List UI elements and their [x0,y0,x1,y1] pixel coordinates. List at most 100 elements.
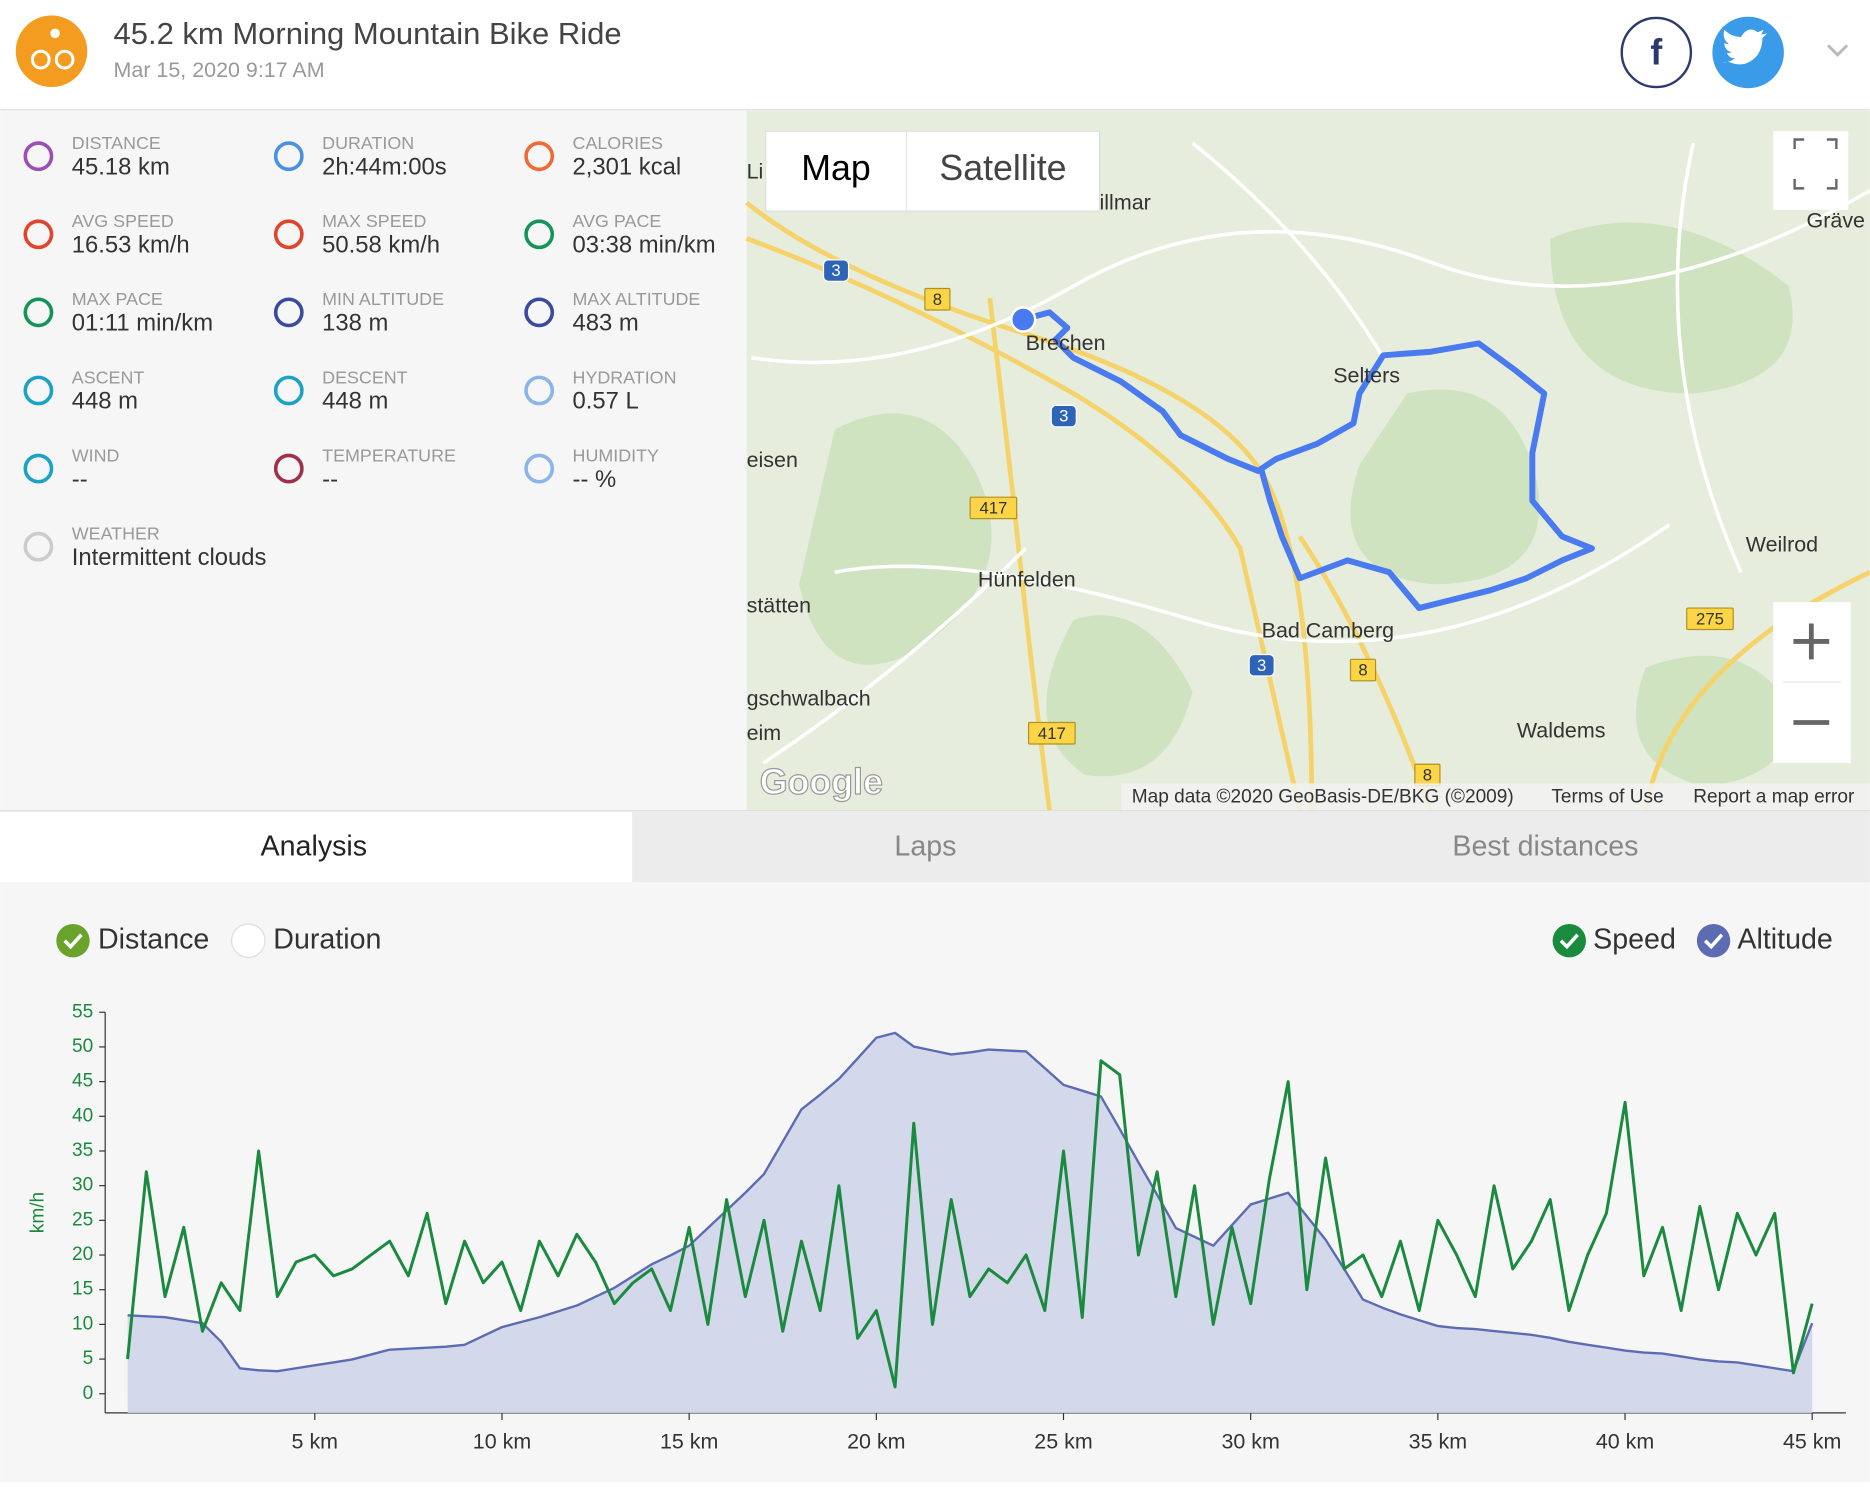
tab[interactable]: Best distances [1452,830,1638,862]
tab[interactable]: Analysis [261,830,368,862]
stat-label: TEMPERATURE [322,445,456,465]
stat-label: DESCENT [322,367,407,387]
y-tick-label: 50 [72,1036,93,1057]
map-labels: Li illmar Gräve Brechen Selters eisen Hünfelde… [747,160,1865,787]
road-number: 3 [1257,656,1266,675]
x-tick-label: 15 km [660,1429,718,1453]
stat-icon [23,453,54,484]
stat-icon [23,531,54,562]
x-tick-label: 20 km [847,1429,905,1453]
stat-value: 448 m [72,388,138,415]
map-forest [799,222,1793,787]
stat-icon [273,219,304,250]
x-tick-label: 5 km [292,1429,339,1453]
road-number: 275 [1696,609,1724,628]
series-line [126,1059,1814,1389]
tab-active[interactable] [0,811,633,883]
satellite-button[interactable]: Satellite [939,148,1066,188]
stat-label: CALORIES [573,133,663,153]
road-number: 417 [1038,724,1066,743]
facebook-button[interactable] [1620,16,1693,89]
legend-label[interactable]: Speed [1593,923,1676,955]
y-tick-label: 55 [72,1001,93,1022]
map-button[interactable]: Map [801,148,871,188]
stat-icon [273,453,304,484]
stat-icon [273,375,304,406]
x-tick-label: 45 km [1783,1429,1841,1453]
x-mode-label[interactable]: Distance [98,923,209,955]
stat-value: 2h:44m:00s [322,153,447,180]
road-number: 417 [979,499,1007,518]
icon-wheel [30,49,51,70]
stat-icon [524,141,555,172]
road-number: 3 [1059,407,1068,426]
stat-label: MAX ALTITUDE [573,289,701,309]
place-label: illmar [1100,191,1151,215]
distance-toggle[interactable] [56,924,90,958]
stat-label: AVG PACE [573,211,662,231]
road-shield [822,259,850,282]
road-number: 3 [831,261,840,280]
map[interactable]: Li illmar Gräve Brechen Selters eisen Hünfelde… [745,110,1870,812]
stat-icon [273,297,304,328]
place-label: Bad Camberg [1262,619,1394,643]
y-tick-label: 30 [72,1175,93,1196]
y-tick-label: 20 [72,1244,93,1265]
place-label: Hünfelden [978,567,1076,591]
expand-chevron[interactable] [1826,44,1849,57]
y-tick-label: 0 [83,1383,94,1404]
duration-toggle[interactable] [230,923,266,958]
stat-icon [23,375,54,406]
stat-value: 03:38 min/km [573,232,716,259]
x-tick-label: 25 km [1034,1429,1092,1453]
road-shield [1050,404,1077,428]
x-mode-label[interactable]: Duration [273,923,381,955]
stat-value: 16.53 km/h [72,232,190,259]
stat-label: ASCENT [72,367,145,387]
icon-head [50,28,60,39]
tab[interactable]: Laps [894,830,956,862]
y-tick-label: 15 [72,1279,93,1300]
tab-inactive[interactable] [632,811,1870,883]
stat-value: -- % [573,466,617,493]
activity-icon [15,15,88,88]
legend-label[interactable]: Altitude [1737,923,1832,955]
place-label: Li [747,160,764,184]
road-shield [924,287,951,311]
stat-value: 448 m [322,388,388,415]
road-number: 8 [933,290,942,309]
place-label: stätten [747,594,811,618]
stat-value: 483 m [573,310,639,337]
stat-value: 0.57 L [573,388,639,415]
series-line [127,1031,1814,1373]
header [0,0,1870,110]
map-streets [751,141,1870,765]
google-logo: Google [760,762,883,802]
report-link[interactable]: Report a map error [1693,787,1855,808]
stat-label: HYDRATION [573,367,677,387]
road-number: 8 [1358,661,1367,680]
zoom-in[interactable] [1793,623,1830,660]
y-axis-title: km/h [27,1192,48,1233]
place-label: gschwalbach [747,687,871,711]
chart: 0 5 10 15 20 25 30 35 40 45 50 55 5 km 10 km 15 km 20 k… [27,923,1846,1453]
map-type-control [765,130,1101,212]
road-shield [1248,653,1275,677]
stat-icon [23,297,54,328]
legend-toggle[interactable] [1552,924,1586,958]
facebook-glyph: f [1650,32,1662,72]
activity-title: 45.2 km Morning Mountain Bike Ride [114,16,622,51]
y-tick-label: 45 [72,1071,93,1092]
x-tick-label: 35 km [1409,1429,1467,1453]
y-tick-label: 40 [72,1105,93,1126]
road-shield [1686,607,1734,631]
legend-toggle[interactable] [1696,924,1731,958]
y-tick-label: 25 [72,1209,93,1230]
y-tick-label: 10 [72,1313,93,1334]
terms-link[interactable]: Terms of Use [1551,787,1663,808]
road-shield [969,496,1018,520]
place-label: eisen [747,448,798,472]
